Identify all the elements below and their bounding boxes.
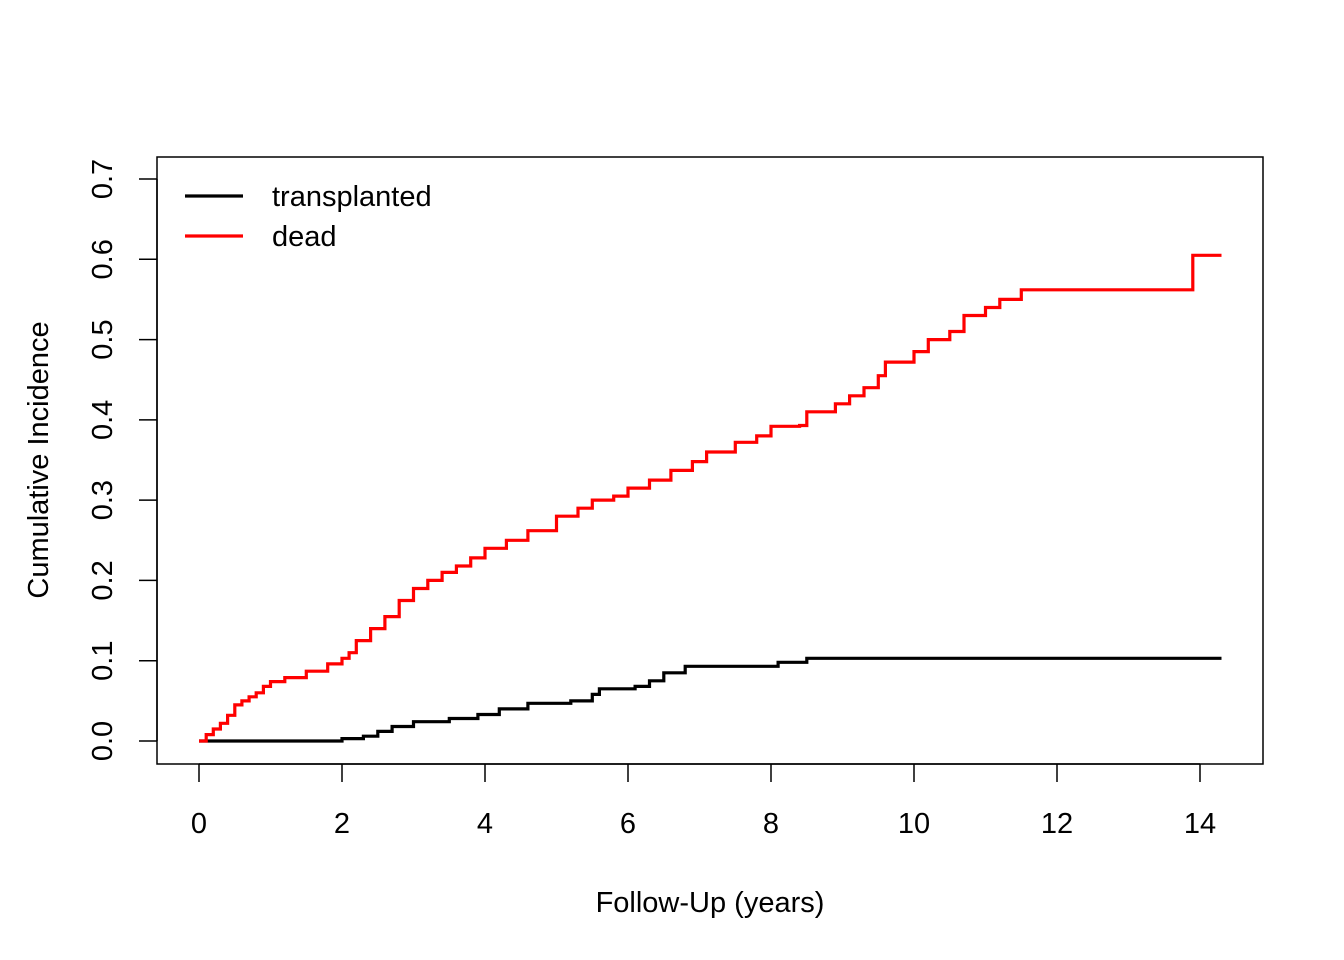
y-tick-label: 0.2 [87,560,119,600]
x-axis-label: Follow-Up (years) [596,887,825,919]
x-tick-label: 6 [620,808,636,840]
y-tick-label: 0.7 [87,159,119,199]
x-tick-label: 4 [477,808,493,840]
y-tick-label: 0.4 [87,400,119,440]
x-tick-label: 8 [763,808,779,840]
y-axis-label: Cumulative Incidence [23,321,55,598]
x-tick-label: 2 [334,808,350,840]
y-tick-label: 0.1 [87,641,119,681]
legend-label-dead: dead [272,221,337,253]
x-tick-label: 12 [1041,808,1073,840]
y-tick-label: 0.5 [87,319,119,359]
series-line-dead [199,253,1222,743]
y-tick-label: 0.6 [87,239,119,279]
y-tick-label: 0.3 [87,480,119,520]
y-axis: 0.0 0.1 0.2 0.3 0.4 0.5 0.6 0.7 [87,159,158,761]
x-axis: 0 2 4 6 8 10 12 14 [191,763,1216,840]
x-tick-label: 0 [191,808,207,840]
legend: transplanted dead [185,181,432,253]
series-line-transplanted [199,656,1222,743]
x-tick-label: 14 [1184,808,1216,840]
y-tick-label: 0.0 [87,721,119,761]
x-tick-label: 10 [898,808,930,840]
series-layer [199,253,1222,743]
legend-label-transplanted: transplanted [272,181,432,213]
